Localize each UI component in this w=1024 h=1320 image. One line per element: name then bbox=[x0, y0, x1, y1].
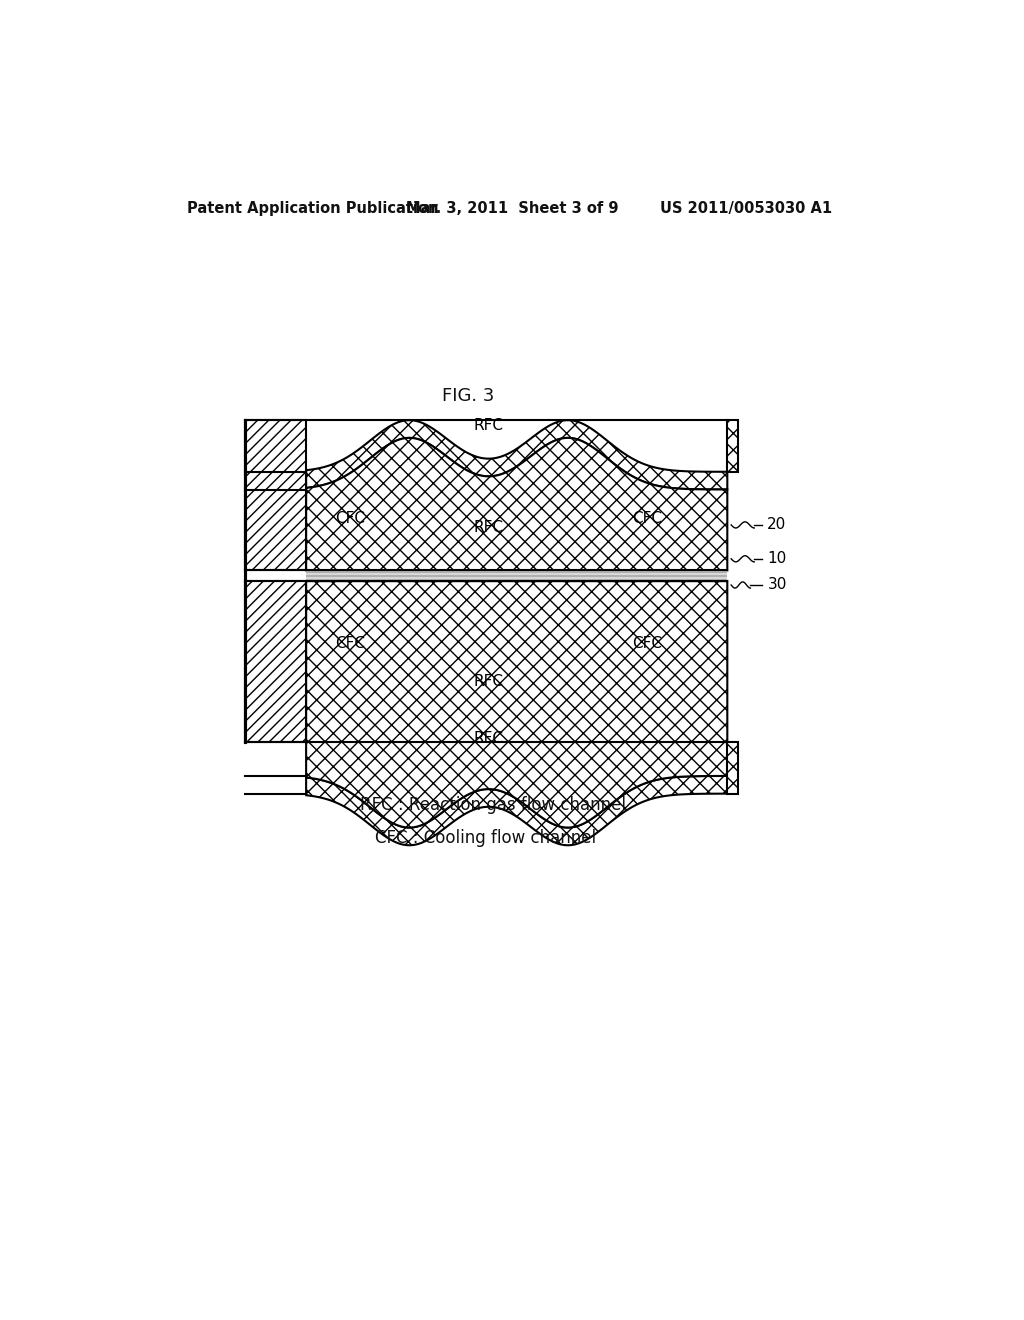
Bar bbox=[306, 577, 727, 579]
Polygon shape bbox=[306, 776, 727, 845]
Text: RFC: RFC bbox=[474, 673, 504, 689]
Bar bbox=[727, 742, 738, 793]
Text: 10: 10 bbox=[767, 552, 786, 566]
Text: CFC: CFC bbox=[335, 511, 365, 525]
Polygon shape bbox=[306, 581, 727, 828]
Text: Mar. 3, 2011  Sheet 3 of 9: Mar. 3, 2011 Sheet 3 of 9 bbox=[407, 201, 618, 216]
Polygon shape bbox=[306, 420, 727, 490]
Polygon shape bbox=[245, 420, 306, 570]
Text: US 2011/0053030 A1: US 2011/0053030 A1 bbox=[660, 201, 833, 216]
Text: 20: 20 bbox=[767, 517, 786, 532]
Text: RFC: RFC bbox=[474, 731, 504, 747]
Polygon shape bbox=[306, 438, 727, 570]
Text: RFC : Reaction gas flow channel: RFC : Reaction gas flow channel bbox=[360, 796, 626, 814]
Bar bbox=[306, 570, 727, 573]
Text: RFC: RFC bbox=[474, 418, 504, 433]
Text: RFC: RFC bbox=[474, 520, 504, 535]
Text: 30: 30 bbox=[767, 577, 786, 593]
Text: FIG. 3: FIG. 3 bbox=[442, 387, 495, 404]
Bar bbox=[306, 573, 727, 574]
Text: CFC : Cooling flow channel: CFC : Cooling flow channel bbox=[376, 829, 597, 846]
Text: CFC: CFC bbox=[633, 511, 663, 525]
Polygon shape bbox=[245, 581, 306, 742]
Text: CFC: CFC bbox=[335, 636, 365, 651]
Text: Patent Application Publication: Patent Application Publication bbox=[186, 201, 438, 216]
Text: CFC: CFC bbox=[633, 636, 663, 651]
Bar bbox=[727, 420, 738, 471]
Bar bbox=[306, 574, 727, 577]
Bar bbox=[306, 579, 727, 581]
